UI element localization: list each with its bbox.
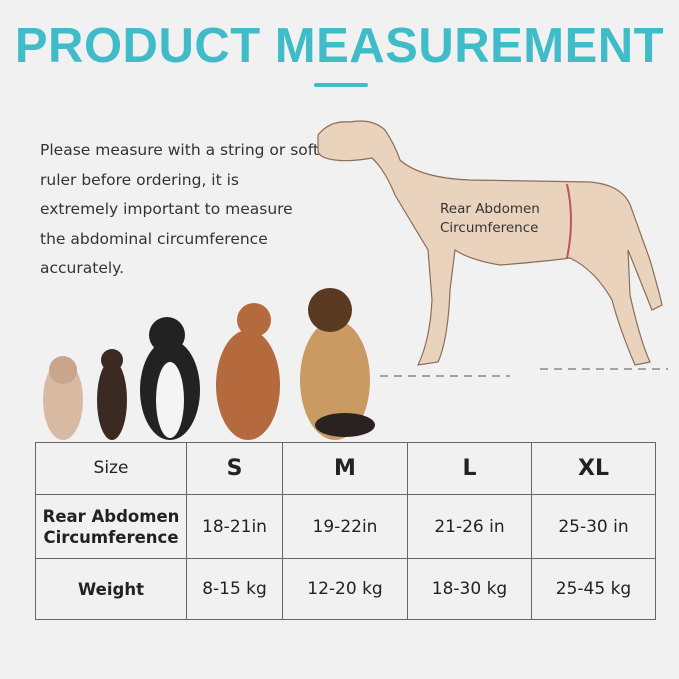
header-cell: S <box>186 442 283 495</box>
row-label: Weight <box>35 558 187 620</box>
table-cell: 25-45 kg <box>531 558 656 620</box>
label-line: Circumference <box>440 220 539 236</box>
size-chart-table: Size S M L XL Rear Abdomen Circumference … <box>35 442 656 620</box>
table-cell: 18-30 kg <box>407 558 532 620</box>
title-divider <box>314 83 368 87</box>
dogs-illustration <box>43 120 668 440</box>
measurement-instructions: Please measure with a string or soft rul… <box>40 141 320 277</box>
table-cell: 25-30 in <box>531 494 656 559</box>
header-cell: L <box>407 442 532 495</box>
table-cell: 12-20 kg <box>282 558 408 620</box>
page-title: PRODUCT MEASUREMENT <box>14 19 665 73</box>
table-cell: 19-22in <box>282 494 408 559</box>
table-cell: 21-26 in <box>407 494 532 559</box>
table-cell: 8-15 kg <box>186 558 283 620</box>
label-line: Rear Abdomen <box>42 506 180 526</box>
dog-photos <box>43 288 375 440</box>
header-cell: Size <box>35 442 187 495</box>
rear-abdomen-label: Rear Abdomen Circumference <box>440 200 560 238</box>
header-cell: M <box>282 442 408 495</box>
header-cell: XL <box>531 442 656 495</box>
label-line: Rear Abdomen <box>440 201 540 217</box>
table-row: Weight 8-15 kg 12-20 kg 18-30 kg 25-45 k… <box>35 558 656 620</box>
table-header-row: Size S M L XL <box>35 442 656 495</box>
table-cell: 18-21in <box>186 494 283 559</box>
table-row: Rear Abdomen Circumference 18-21in 19-22i… <box>35 494 656 559</box>
label-line: Circumference <box>43 527 179 547</box>
row-label: Rear Abdomen Circumference <box>35 494 187 559</box>
dog-outline-diagram <box>317 120 668 377</box>
